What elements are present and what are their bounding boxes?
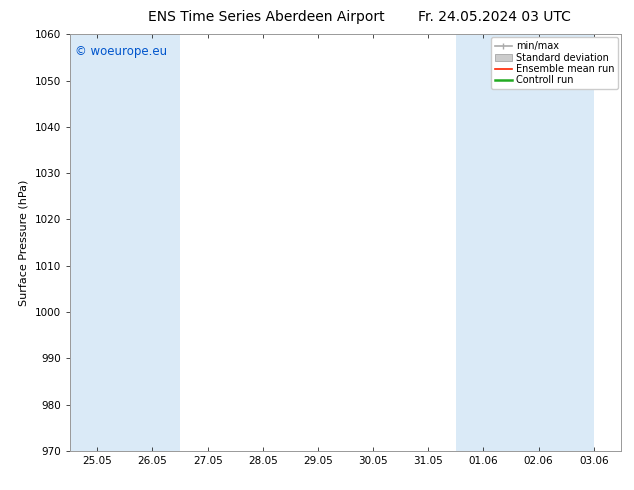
Legend: min/max, Standard deviation, Ensemble mean run, Controll run: min/max, Standard deviation, Ensemble me…	[491, 37, 618, 89]
Bar	[511, 34, 566, 451]
Bar	[70, 34, 125, 451]
Bar	[566, 34, 593, 451]
Text: ENS Time Series Aberdeen Airport: ENS Time Series Aberdeen Airport	[148, 10, 385, 24]
Text: Fr. 24.05.2024 03 UTC: Fr. 24.05.2024 03 UTC	[418, 10, 571, 24]
Bar	[456, 34, 511, 451]
Bar	[125, 34, 180, 451]
Y-axis label: Surface Pressure (hPa): Surface Pressure (hPa)	[19, 179, 29, 306]
Text: © woeurope.eu: © woeurope.eu	[75, 45, 167, 58]
